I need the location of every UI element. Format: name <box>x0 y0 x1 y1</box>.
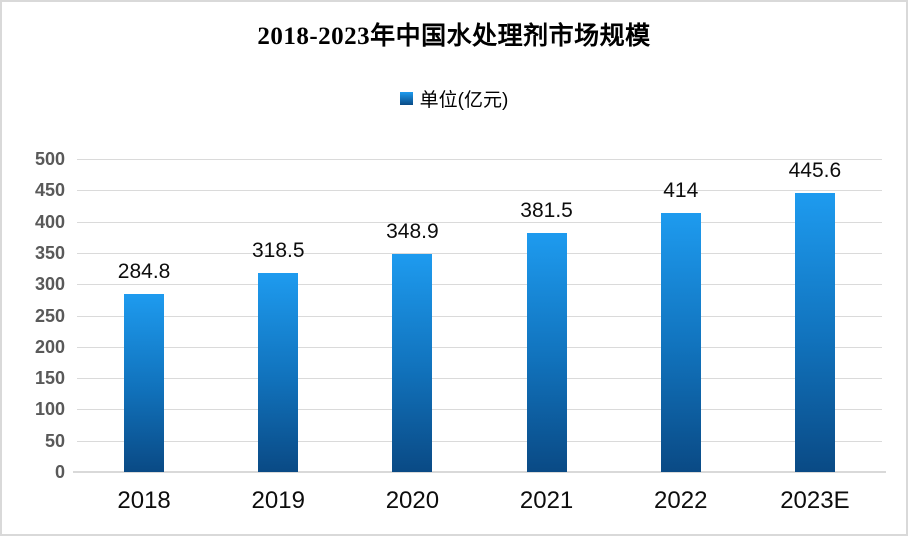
legend-label: 单位(亿元) <box>419 90 509 111</box>
bar-2018 <box>124 293 165 472</box>
chart-title: 2018-2023年中国水处理剂市场规模 <box>257 23 651 50</box>
y-axis-tick-label: 250 <box>34 305 65 326</box>
y-axis-tick-label: 500 <box>34 149 65 169</box>
x-axis-tick-label: 2021 <box>519 487 574 514</box>
bar-2020 <box>392 253 433 472</box>
gridline <box>77 440 882 442</box>
y-axis-tick-label: 200 <box>34 336 65 357</box>
y-axis-tick-label: 0 <box>54 462 65 482</box>
y-axis-tick-label: 450 <box>34 180 65 201</box>
gridline <box>77 252 882 254</box>
bar-value-label: 414 <box>663 178 699 202</box>
x-axis-tick-label: 2018 <box>117 487 171 514</box>
bar-value-label: 284.8 <box>117 259 171 283</box>
bar-2021 <box>526 233 567 472</box>
y-axis-tick-label: 50 <box>44 430 65 451</box>
bar-value-label: 348.9 <box>386 219 439 243</box>
x-axis-tick-label: 2022 <box>654 487 708 514</box>
bar-2023E <box>794 193 835 472</box>
y-axis-tick-label: 400 <box>34 211 65 232</box>
gridline <box>77 190 882 192</box>
x-axis-tick-label: 2019 <box>251 487 305 514</box>
y-axis-tick-label: 150 <box>34 368 65 389</box>
gridline <box>77 378 882 380</box>
x-axis-line <box>73 471 886 473</box>
bar-2019 <box>258 272 299 472</box>
bar-value-label: 381.5 <box>520 199 573 223</box>
y-axis-tick-label: 300 <box>34 274 65 295</box>
bar-value-label: 445.6 <box>788 159 842 183</box>
bar-2022 <box>660 212 701 472</box>
gridline <box>77 159 882 160</box>
gridline <box>77 221 882 223</box>
legend-marker-icon <box>399 92 413 105</box>
gridline <box>77 315 882 317</box>
gridline <box>77 409 882 411</box>
gridline <box>77 346 882 348</box>
gridline <box>77 284 882 286</box>
y-axis-tick-label: 350 <box>34 242 65 263</box>
x-axis-tick-label: 2020 <box>385 487 440 514</box>
legend: 单位(亿元) <box>2 85 906 112</box>
x-axis-tick-label: 2023E <box>780 487 850 514</box>
bar-value-label: 318.5 <box>251 238 305 262</box>
y-axis-tick-label: 100 <box>34 399 65 420</box>
